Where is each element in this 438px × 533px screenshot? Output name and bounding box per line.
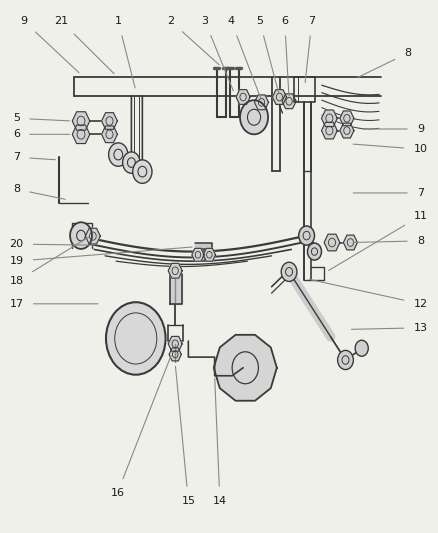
Text: 20: 20 — [10, 239, 94, 249]
Circle shape — [70, 222, 92, 249]
Circle shape — [299, 226, 314, 245]
Polygon shape — [72, 125, 90, 143]
Text: 10: 10 — [353, 144, 427, 154]
Circle shape — [123, 152, 140, 173]
Polygon shape — [340, 123, 354, 138]
Polygon shape — [195, 243, 212, 249]
Text: 12: 12 — [309, 279, 427, 309]
Text: 8: 8 — [353, 236, 424, 246]
Polygon shape — [254, 95, 268, 110]
Polygon shape — [170, 274, 182, 304]
Polygon shape — [192, 248, 204, 261]
Text: 5: 5 — [13, 114, 70, 123]
Text: 18: 18 — [10, 237, 89, 286]
Text: 7: 7 — [13, 152, 56, 162]
Polygon shape — [236, 90, 250, 104]
Text: 13: 13 — [351, 323, 427, 333]
Circle shape — [109, 143, 128, 166]
Circle shape — [307, 243, 321, 260]
Polygon shape — [169, 348, 181, 361]
Circle shape — [355, 340, 368, 356]
Polygon shape — [168, 336, 182, 351]
Text: 8: 8 — [13, 184, 65, 199]
Circle shape — [240, 100, 268, 134]
Text: 7: 7 — [353, 188, 424, 198]
Polygon shape — [343, 235, 357, 250]
Text: 21: 21 — [54, 17, 114, 74]
Polygon shape — [102, 112, 117, 130]
Circle shape — [338, 350, 353, 369]
Polygon shape — [85, 228, 100, 244]
Polygon shape — [324, 234, 340, 251]
Polygon shape — [203, 248, 215, 261]
Text: 11: 11 — [328, 211, 427, 270]
Text: 2: 2 — [167, 17, 219, 65]
Text: 9: 9 — [21, 17, 79, 72]
Text: 5: 5 — [256, 17, 279, 93]
Polygon shape — [72, 112, 90, 130]
Text: 16: 16 — [110, 356, 171, 498]
Text: 19: 19 — [10, 247, 192, 266]
Text: 15: 15 — [176, 366, 195, 506]
Text: 1: 1 — [115, 17, 135, 88]
Polygon shape — [102, 126, 117, 143]
Polygon shape — [321, 110, 337, 127]
Text: 6: 6 — [13, 130, 70, 139]
Text: 3: 3 — [201, 17, 233, 91]
Polygon shape — [214, 335, 277, 401]
Polygon shape — [168, 263, 182, 278]
Text: 9: 9 — [362, 124, 424, 134]
Polygon shape — [272, 90, 286, 104]
Circle shape — [281, 262, 297, 281]
Text: 8: 8 — [357, 49, 411, 78]
Text: 6: 6 — [281, 17, 289, 96]
Text: 14: 14 — [213, 378, 227, 506]
Polygon shape — [340, 111, 354, 126]
Polygon shape — [321, 122, 337, 139]
Text: 7: 7 — [305, 17, 315, 83]
Polygon shape — [282, 94, 296, 109]
Circle shape — [106, 302, 166, 375]
Circle shape — [133, 160, 152, 183]
Text: 17: 17 — [10, 299, 98, 309]
Text: 4: 4 — [228, 17, 261, 98]
